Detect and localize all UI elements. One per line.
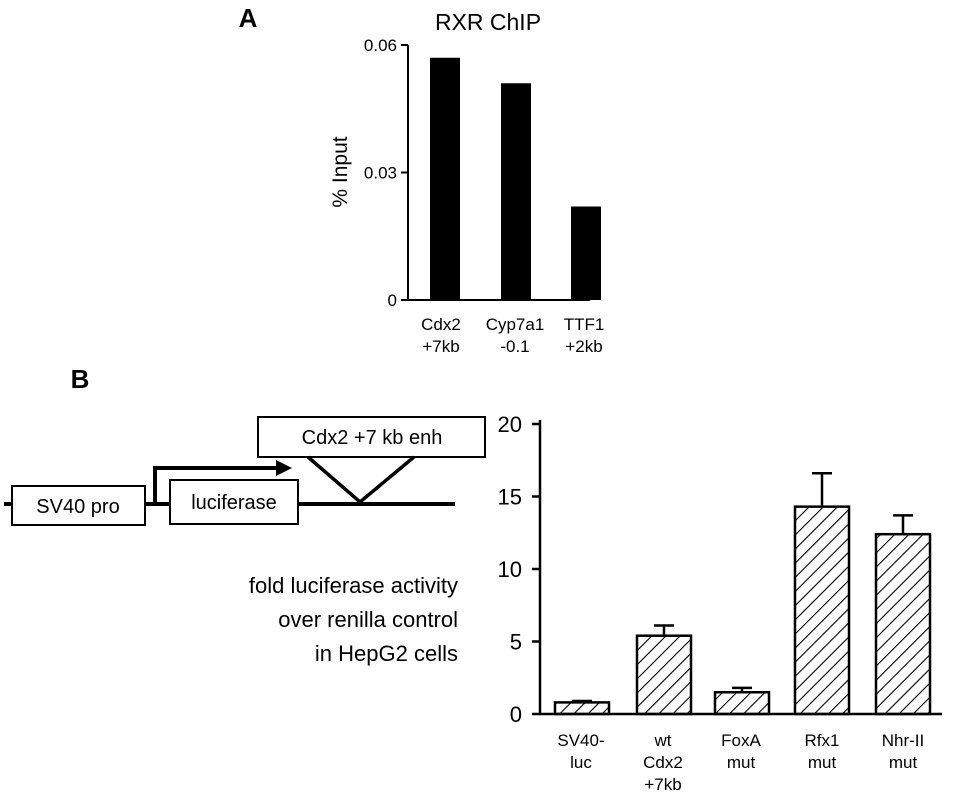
panel-a-x-label: Cdx2 bbox=[421, 315, 461, 334]
panel-b-tick-label: 20 bbox=[498, 412, 522, 437]
panel-a-x-label: +2kb bbox=[565, 337, 602, 356]
reporter-construct-diagram: SV40 pro luciferase Cdx2 +7 kb enh bbox=[4, 416, 486, 526]
panel-b-x-label: Nhr-II bbox=[882, 731, 925, 750]
panel-a-x-label: Cyp7a1 bbox=[486, 315, 545, 334]
panel-b-x-label: SV40- bbox=[557, 731, 604, 750]
panel-a-x-labels: Cdx2 +7kb Cyp7a1 -0.1 TTF1 +2kb bbox=[421, 315, 604, 356]
panel-b-x-label: mut bbox=[808, 753, 837, 772]
panel-a-x-label: +7kb bbox=[422, 337, 459, 356]
panel-b-bar bbox=[874, 532, 932, 716]
caption-line-3: in HepG2 cells bbox=[315, 641, 458, 666]
panel-a-tick-label: 0.06 bbox=[364, 36, 397, 55]
panel-a-bar bbox=[571, 206, 601, 300]
panel-b-bar bbox=[635, 634, 693, 716]
panel-b-letter: B bbox=[71, 364, 90, 394]
panel-b-x-label: Cdx2 bbox=[643, 753, 683, 772]
enhancer-box bbox=[257, 416, 486, 458]
transcription-arrow-line bbox=[153, 466, 278, 504]
panel-b-x-label: mut bbox=[727, 753, 756, 772]
panel-b-x-label: luc bbox=[570, 753, 592, 772]
panel-a-letter: A bbox=[239, 3, 258, 33]
panel-b-tick-label: 10 bbox=[498, 557, 522, 582]
panel-a-tick-label: 0 bbox=[388, 291, 397, 310]
panel-a-y-ticks: 0 0.03 0.06 bbox=[364, 36, 408, 310]
transcription-arrow-head bbox=[276, 460, 292, 476]
luciferase-label: luciferase bbox=[191, 492, 277, 514]
panel-b-tick-label: 15 bbox=[498, 485, 522, 510]
panel-b-bars bbox=[553, 472, 932, 716]
panel-b-x-label: +7kb bbox=[644, 775, 681, 794]
panel-b-tick-label: 0 bbox=[510, 702, 522, 727]
luciferase-box bbox=[169, 479, 299, 525]
panel-a-bar bbox=[430, 57, 460, 300]
panel-b-tick-label: 5 bbox=[510, 630, 522, 655]
panel-a-x-label: TTF1 bbox=[564, 315, 605, 334]
panel-b-x-label: mut bbox=[889, 753, 918, 772]
caption-line-1: fold luciferase activity bbox=[249, 573, 458, 598]
caption-line-2: over renilla control bbox=[278, 607, 458, 632]
panel-b-x-labels: SV40- luc wt Cdx2 +7kb FoxA mut Rfx1 mut Nhr-II mu… bbox=[557, 731, 924, 794]
panel-a-ylabel: % Input bbox=[329, 136, 352, 207]
panel-b-bar bbox=[553, 701, 611, 716]
panel-a-bar bbox=[501, 83, 531, 300]
promoter-box bbox=[11, 485, 146, 526]
panel-b-bar bbox=[793, 505, 851, 716]
panel-b-x-label: wt bbox=[654, 731, 672, 750]
promoter-label: SV40 pro bbox=[36, 496, 119, 518]
panel-a-x-label: -0.1 bbox=[500, 337, 529, 356]
enhancer-label: Cdx2 +7 kb enh bbox=[302, 427, 443, 449]
panel-b-x-label: FoxA bbox=[721, 731, 761, 750]
panel-b-bar bbox=[713, 691, 771, 716]
panel-b-caption: fold luciferase activity over renilla co… bbox=[249, 573, 458, 666]
enhancer-insertion-lines bbox=[306, 455, 416, 505]
panel-b-y-ticks: 0 5 10 15 20 bbox=[498, 412, 540, 727]
panel-a-title: RXR ChIP bbox=[435, 9, 541, 35]
panel-b-x-label: Rfx1 bbox=[805, 731, 840, 750]
panel-a-tick-label: 0.03 bbox=[364, 164, 397, 183]
panel-a-bars bbox=[430, 57, 601, 300]
